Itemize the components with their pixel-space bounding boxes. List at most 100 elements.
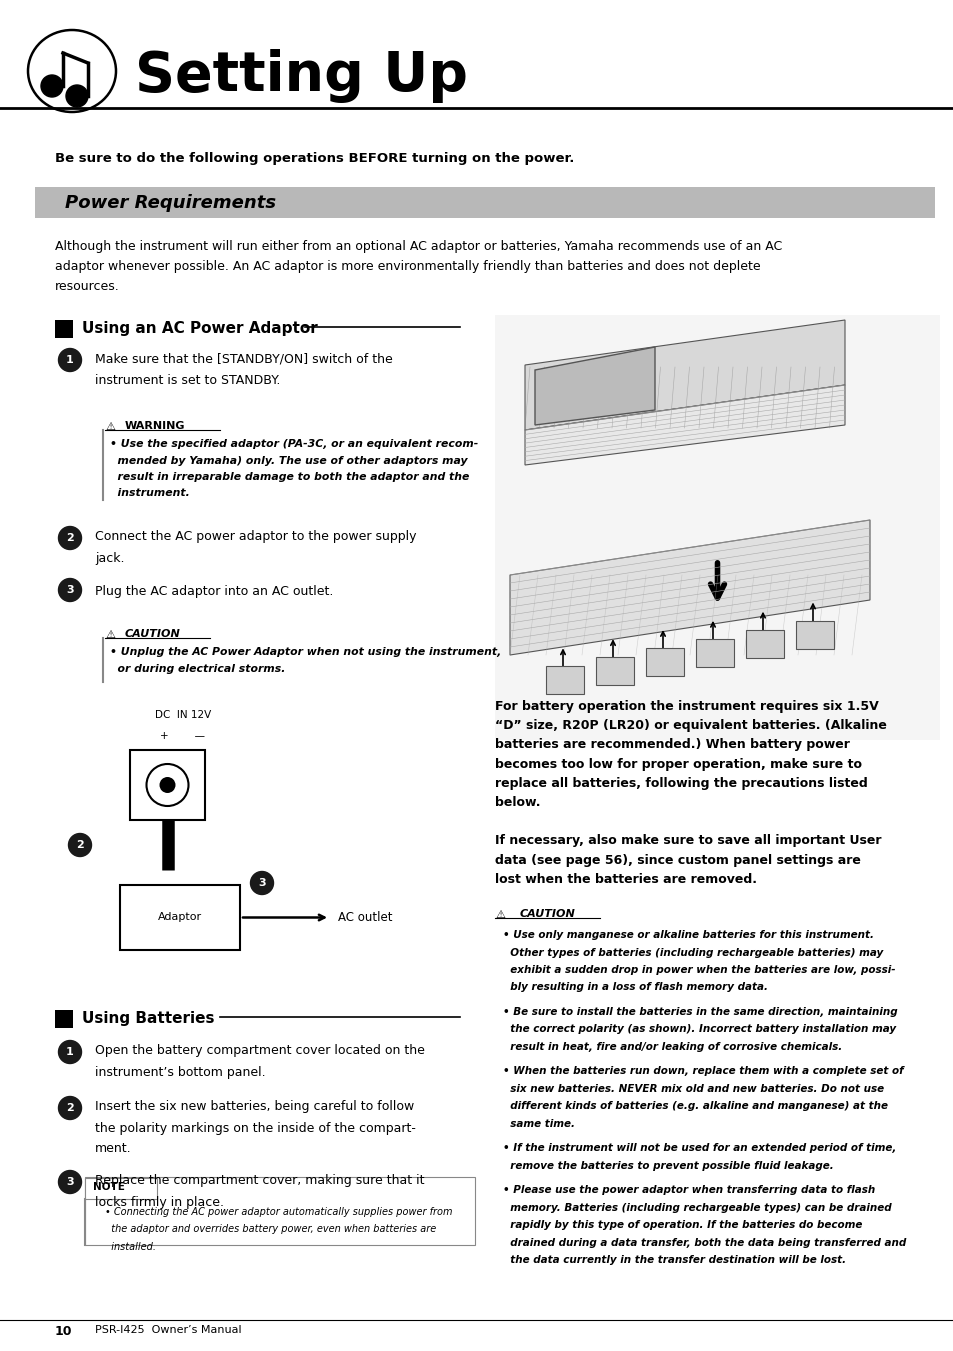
Circle shape — [58, 527, 81, 550]
Circle shape — [251, 871, 274, 894]
Text: the correct polarity (as shown). Incorrect battery installation may: the correct polarity (as shown). Incorre… — [502, 1024, 895, 1035]
Circle shape — [58, 349, 81, 372]
Polygon shape — [524, 320, 844, 430]
Text: installed.: installed. — [105, 1242, 156, 1252]
Text: • Use the specified adaptor (PA-3C, or an equivalent recom-: • Use the specified adaptor (PA-3C, or a… — [110, 439, 477, 449]
Text: ment.: ment. — [95, 1142, 132, 1155]
Text: 1: 1 — [66, 1047, 73, 1056]
Bar — [795, 620, 833, 648]
Bar — [745, 630, 783, 658]
Text: result in heat, fire and/or leaking of corrosive chemicals.: result in heat, fire and/or leaking of c… — [502, 1042, 841, 1052]
Text: Open the battery compartment cover located on the: Open the battery compartment cover locat… — [95, 1044, 424, 1056]
Text: NOTE: NOTE — [92, 1182, 125, 1192]
Circle shape — [58, 1097, 81, 1120]
Bar — [495, 315, 939, 555]
Text: Using Batteries: Using Batteries — [82, 1011, 214, 1025]
Text: memory. Batteries (including rechargeable types) can be drained: memory. Batteries (including rechargeabl… — [502, 1202, 891, 1213]
Text: Replace the compartment cover, making sure that it: Replace the compartment cover, making su… — [95, 1174, 424, 1188]
Text: different kinds of batteries (e.g. alkaline and manganese) at the: different kinds of batteries (e.g. alkal… — [502, 1101, 887, 1112]
Text: instrument.: instrument. — [110, 489, 190, 499]
Bar — [55, 1011, 73, 1028]
Text: drained during a data transfer, both the data being transferred and: drained during a data transfer, both the… — [502, 1238, 905, 1248]
Text: PSR-I425  Owner’s Manual: PSR-I425 Owner’s Manual — [95, 1325, 241, 1335]
Text: Although the instrument will run either from an optional AC adaptor or batteries: Although the instrument will run either … — [55, 240, 781, 253]
Bar — [85, 1178, 157, 1198]
Text: six new batteries. NEVER mix old and new batteries. Do not use: six new batteries. NEVER mix old and new… — [502, 1084, 883, 1094]
Text: resources.: resources. — [55, 280, 120, 293]
Polygon shape — [510, 520, 869, 655]
Bar — [696, 639, 733, 667]
Text: • Please use the power adaptor when transferring data to flash: • Please use the power adaptor when tran… — [502, 1185, 874, 1196]
Text: instrument is set to STANDBY.: instrument is set to STANDBY. — [95, 374, 280, 386]
Text: • If the instrument will not be used for an extended period of time,: • If the instrument will not be used for… — [502, 1143, 896, 1154]
Text: adaptor whenever possible. An AC adaptor is more environmentally friendly than b: adaptor whenever possible. An AC adaptor… — [55, 259, 760, 273]
Text: • Connecting the AC power adaptor automatically supplies power from: • Connecting the AC power adaptor automa… — [105, 1206, 452, 1217]
Bar — [130, 750, 205, 820]
Bar — [35, 186, 934, 218]
Text: ⚠: ⚠ — [105, 630, 115, 640]
Bar — [495, 540, 939, 740]
Text: • Use only manganese or alkaline batteries for this instrument.: • Use only manganese or alkaline batteri… — [502, 929, 873, 940]
Text: If necessary, also make sure to save all important User: If necessary, also make sure to save all… — [495, 835, 881, 847]
Text: 3: 3 — [66, 1177, 73, 1188]
Text: Connect the AC power adaptor to the power supply: Connect the AC power adaptor to the powe… — [95, 530, 416, 543]
Text: replace all batteries, following the precautions listed: replace all batteries, following the pre… — [495, 777, 867, 790]
Polygon shape — [524, 385, 844, 465]
Circle shape — [147, 765, 189, 807]
Text: 2: 2 — [66, 1102, 73, 1113]
Text: 10: 10 — [55, 1325, 72, 1337]
Text: CAUTION: CAUTION — [519, 909, 576, 919]
Text: rapidly by this type of operation. If the batteries do become: rapidly by this type of operation. If th… — [502, 1220, 862, 1231]
Bar — [645, 648, 683, 676]
Bar — [596, 657, 634, 685]
Text: instrument’s bottom panel.: instrument’s bottom panel. — [95, 1066, 265, 1079]
Text: Power Requirements: Power Requirements — [65, 193, 275, 212]
Text: • Be sure to install the batteries in the same direction, maintaining: • Be sure to install the batteries in th… — [502, 1006, 897, 1017]
Circle shape — [159, 777, 175, 793]
Text: Other types of batteries (including rechargeable batteries) may: Other types of batteries (including rech… — [502, 947, 882, 958]
Text: • Unplug the AC Power Adaptor when not using the instrument,: • Unplug the AC Power Adaptor when not u… — [110, 647, 500, 657]
Text: Adaptor: Adaptor — [158, 912, 202, 923]
Text: result in irreparable damage to both the adaptor and the: result in irreparable damage to both the… — [110, 471, 469, 482]
Text: becomes too low for proper operation, make sure to: becomes too low for proper operation, ma… — [495, 758, 862, 770]
Text: “D” size, R20P (LR20) or equivalent batteries. (Alkaline: “D” size, R20P (LR20) or equivalent batt… — [495, 719, 886, 732]
Circle shape — [58, 578, 81, 601]
Text: For battery operation the instrument requires six 1.5V: For battery operation the instrument req… — [495, 700, 878, 713]
Text: CAUTION: CAUTION — [125, 630, 180, 639]
Text: jack.: jack. — [95, 553, 125, 565]
Text: data (see page 56), since custom panel settings are: data (see page 56), since custom panel s… — [495, 854, 860, 866]
Text: the data currently in the transfer destination will be lost.: the data currently in the transfer desti… — [502, 1255, 845, 1266]
Text: mended by Yamaha) only. The use of other adaptors may: mended by Yamaha) only. The use of other… — [110, 455, 467, 466]
Text: • When the batteries run down, replace them with a complete set of: • When the batteries run down, replace t… — [502, 1066, 902, 1077]
Bar — [545, 666, 583, 694]
Text: bly resulting in a loss of flash memory data.: bly resulting in a loss of flash memory … — [502, 982, 767, 993]
Text: or during electrical storms.: or during electrical storms. — [110, 665, 285, 674]
Text: batteries are recommended.) When battery power: batteries are recommended.) When battery… — [495, 739, 849, 751]
Text: the polarity markings on the inside of the compart-: the polarity markings on the inside of t… — [95, 1121, 416, 1135]
Text: 3: 3 — [258, 878, 266, 888]
Bar — [55, 320, 73, 338]
Circle shape — [66, 85, 88, 107]
Text: Insert the six new batteries, being careful to follow: Insert the six new batteries, being care… — [95, 1100, 414, 1113]
Text: 1: 1 — [66, 355, 73, 365]
Circle shape — [58, 1170, 81, 1193]
Text: lost when the batteries are removed.: lost when the batteries are removed. — [495, 873, 757, 886]
Polygon shape — [535, 347, 655, 426]
Text: Be sure to do the following operations BEFORE turning on the power.: Be sure to do the following operations B… — [55, 153, 574, 165]
Text: 2: 2 — [76, 840, 84, 850]
Text: Plug the AC adaptor into an AC outlet.: Plug the AC adaptor into an AC outlet. — [95, 585, 333, 598]
Circle shape — [69, 834, 91, 857]
Text: +        —: + — — [160, 731, 205, 740]
Bar — [120, 885, 240, 950]
Text: exhibit a sudden drop in power when the batteries are low, possi-: exhibit a sudden drop in power when the … — [502, 965, 895, 975]
Text: the adaptor and overrides battery power, even when batteries are: the adaptor and overrides battery power,… — [105, 1224, 436, 1235]
Text: below.: below. — [495, 796, 540, 809]
Text: 2: 2 — [66, 534, 73, 543]
Circle shape — [58, 1040, 81, 1063]
Text: same time.: same time. — [502, 1119, 575, 1129]
Text: locks firmly in place.: locks firmly in place. — [95, 1196, 224, 1209]
Text: ⚠: ⚠ — [495, 911, 504, 920]
Text: remove the batteries to prevent possible fluid leakage.: remove the batteries to prevent possible… — [502, 1161, 833, 1171]
Text: DC  IN 12V: DC IN 12V — [154, 711, 211, 720]
Text: Make sure that the [STANDBY/ON] switch of the: Make sure that the [STANDBY/ON] switch o… — [95, 353, 393, 365]
